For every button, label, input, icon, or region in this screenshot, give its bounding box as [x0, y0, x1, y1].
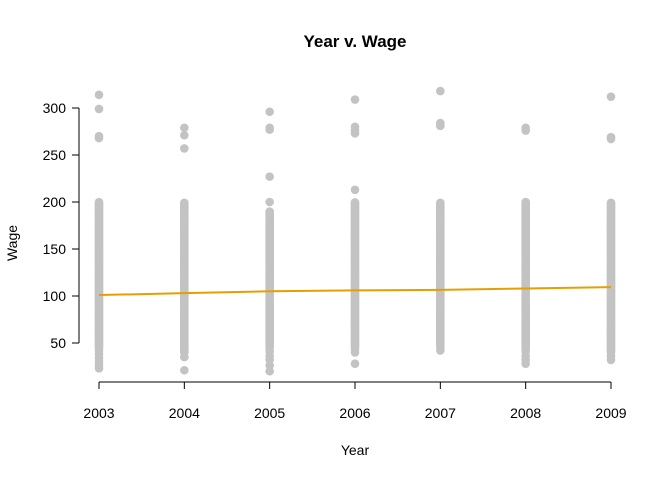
x-tick-label: 2005: [254, 405, 285, 421]
data-point: [350, 185, 360, 195]
x-tick-label: 2009: [595, 405, 626, 421]
y-tick-label: 300: [43, 100, 67, 116]
data-point: [521, 197, 530, 207]
trend-line: [98, 286, 612, 297]
data-point: [436, 198, 445, 208]
data-point: [94, 131, 104, 141]
trend-line-group: [98, 286, 612, 297]
x-axis: 2003 2004 2005 2006 2007 2008 2009: [83, 381, 627, 421]
y-tick-label: 200: [43, 194, 67, 210]
data-point: [350, 122, 360, 132]
data-point: [350, 95, 360, 104]
data-point: [436, 118, 445, 128]
data-point: [180, 123, 189, 133]
x-tick-label: 2006: [339, 405, 370, 421]
data-point: [180, 130, 189, 140]
scatter-points: [94, 86, 616, 376]
data-point: [521, 123, 530, 133]
y-axis-label: Wage: [4, 225, 20, 261]
data-point: [350, 198, 360, 207]
data-point: [94, 197, 104, 207]
x-tick-label: 2008: [510, 405, 541, 421]
data-point: [436, 86, 445, 96]
data-point: [180, 144, 189, 153]
chart-title: Year v. Wage: [304, 32, 407, 51]
y-tick-label: 250: [43, 147, 67, 163]
data-point: [265, 207, 274, 216]
data-point: [606, 92, 616, 102]
x-tick-label: 2004: [169, 405, 200, 421]
y-tick-label: 50: [50, 335, 66, 351]
data-point: [265, 107, 274, 117]
y-axis: 50 100 150 200 250 300: [43, 100, 80, 351]
data-point: [350, 359, 360, 368]
data-point: [265, 197, 274, 207]
x-tick-label: 2003: [83, 405, 114, 421]
x-tick-label: 2007: [425, 405, 456, 421]
data-point: [265, 172, 274, 181]
data-point: [94, 90, 104, 100]
data-point: [180, 365, 189, 375]
y-tick-label: 150: [43, 241, 67, 257]
data-point: [606, 198, 616, 208]
x-axis-label: Year: [341, 442, 370, 458]
data-point: [265, 123, 274, 133]
y-tick-label: 100: [43, 288, 67, 304]
data-point: [180, 198, 189, 208]
data-point: [94, 104, 104, 114]
data-point: [606, 132, 616, 142]
